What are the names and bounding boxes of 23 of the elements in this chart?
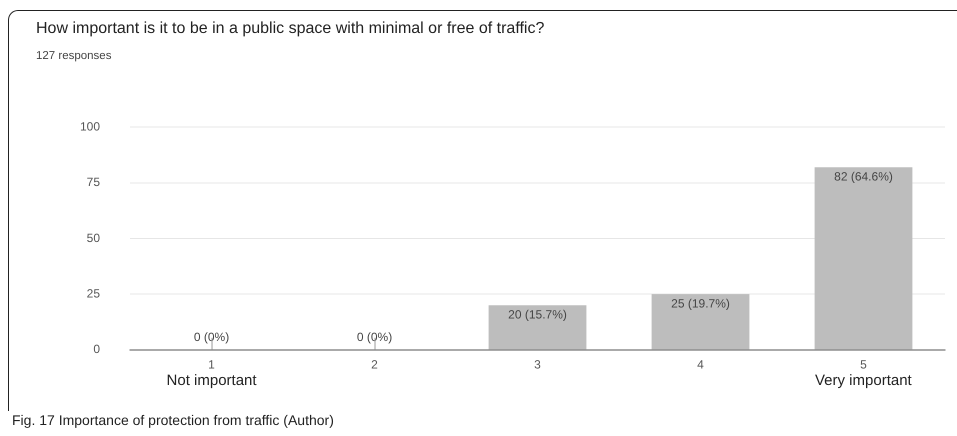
y-tick-label: 100 — [80, 120, 100, 134]
data-label: 82 (64.6%) — [834, 170, 893, 184]
x-tick-label: 1 — [208, 357, 216, 372]
caption: Fig. 17 Importance of protection from traffic (Author) — [12, 412, 334, 428]
data-label: 0 (0%) — [194, 330, 230, 344]
y-tick-label: 50 — [86, 230, 100, 245]
chart-title: How important is it to be in a public space with minimal or free of traffic? — [36, 20, 544, 38]
chart-subtitle: 127 responses — [36, 50, 112, 62]
y-tick-label: 75 — [86, 175, 100, 190]
y-tick-label: 0 — [93, 342, 100, 356]
y-tick-label: 25 — [86, 286, 100, 300]
x-tick-label: 2 — [371, 357, 378, 372]
bar — [814, 167, 912, 350]
data-label: 25 (19.7%) — [671, 296, 730, 310]
data-label: 0 (0%) — [356, 330, 392, 344]
bar — [652, 294, 750, 350]
text: Very important — [815, 372, 912, 389]
bar — [488, 305, 586, 350]
data-label: 20 (15.7%) — [508, 308, 567, 322]
text: Not important — [166, 372, 257, 389]
x-tick-label: 4 — [697, 357, 704, 372]
x-tick-label: 3 — [534, 357, 542, 372]
x-tick-label: 5 — [860, 357, 868, 372]
